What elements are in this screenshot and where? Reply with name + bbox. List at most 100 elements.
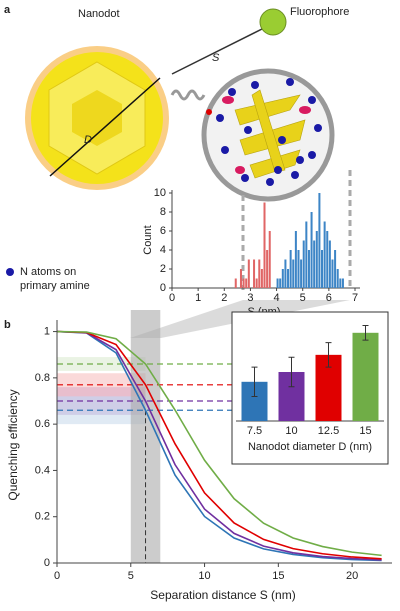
x-tick-label: 20	[346, 570, 358, 582]
x-tick-label: 3	[247, 292, 253, 304]
error-bar	[251, 366, 258, 397]
x-tick-label: 6	[326, 292, 332, 304]
y-tick-label: 2	[160, 263, 166, 275]
protein-helix	[222, 96, 311, 174]
y-axis-label: Quenching efficiency	[6, 389, 20, 500]
bar	[234, 278, 237, 288]
bar	[242, 278, 245, 288]
amine-atoms	[216, 78, 322, 186]
bar	[266, 250, 269, 288]
bar	[279, 278, 282, 288]
bar	[247, 259, 250, 288]
error-bar	[362, 324, 369, 341]
label: S	[212, 52, 220, 64]
bar	[336, 269, 339, 288]
y-tick-label: 10	[154, 187, 166, 199]
bar	[258, 259, 261, 288]
bar	[239, 269, 242, 288]
protein-ribbons	[234, 89, 306, 179]
x-axis-label: Nanodot diameter D (nm)	[248, 441, 372, 453]
x-tick-label: 12.5	[318, 425, 339, 437]
distance-line	[171, 25, 269, 75]
y-tick-label: 4	[160, 244, 166, 256]
attachment	[206, 109, 212, 115]
x-tick-label: 5	[300, 292, 306, 304]
x-tick-label: 10	[285, 425, 297, 437]
bar	[334, 250, 337, 288]
bar	[352, 332, 379, 421]
x-tick-label: 0	[169, 292, 175, 304]
y-tick-label: 0	[160, 282, 166, 294]
diameter-arrow	[49, 77, 161, 177]
bar	[284, 259, 287, 288]
x-tick-label: 5	[128, 570, 134, 582]
bar	[276, 278, 279, 288]
line	[56, 330, 382, 561]
y-axis-label: Count	[142, 225, 154, 254]
bar	[300, 259, 303, 288]
label: D	[84, 134, 92, 146]
bar	[268, 231, 271, 288]
bar	[328, 240, 331, 288]
x-tick-label: 7.5	[247, 425, 262, 437]
y-tick-label: 6	[160, 225, 166, 237]
bar	[294, 231, 297, 288]
bar	[313, 240, 316, 288]
bar	[292, 259, 295, 288]
bar	[289, 250, 292, 288]
label: Fluorophore	[290, 6, 349, 18]
error-bar	[325, 342, 332, 368]
y-tick-label: 8	[160, 206, 166, 218]
bar	[281, 269, 284, 288]
bar	[310, 212, 313, 288]
x-tick-label: 2	[221, 292, 227, 304]
bar	[339, 278, 342, 288]
x-tick-label: 7	[352, 292, 358, 304]
x-tick-label: 0	[54, 570, 60, 582]
y-tick-label: 0.2	[35, 511, 50, 523]
panel-label: b	[4, 319, 11, 331]
bar	[287, 269, 290, 288]
x-tick-label: 15	[272, 570, 284, 582]
y-tick-label: 0	[44, 557, 50, 569]
bar	[315, 231, 318, 288]
legend-text: primary amine	[20, 280, 90, 292]
bar	[253, 259, 256, 288]
y-tick-label: 0.8	[35, 372, 50, 384]
bar	[302, 240, 305, 288]
x-tick-label: 1	[195, 292, 201, 304]
x-tick-label: 10	[198, 570, 210, 582]
line	[56, 330, 382, 562]
x-tick-label: 4	[274, 292, 280, 304]
linker	[170, 89, 206, 101]
bar	[245, 278, 248, 288]
x-tick-label: 15	[359, 425, 371, 437]
bar	[255, 278, 258, 288]
nanodot-facet	[72, 90, 122, 146]
bar	[297, 250, 300, 288]
line	[56, 330, 382, 557]
bar	[326, 231, 329, 288]
panel-label: a	[4, 4, 11, 16]
bar	[323, 221, 326, 288]
y-tick-label: 0.4	[35, 464, 50, 476]
y-tick-label: 0.6	[35, 418, 50, 430]
bar	[331, 259, 334, 288]
bar	[263, 202, 266, 288]
bar	[318, 193, 321, 288]
y-tick-label: 1	[44, 325, 50, 337]
fluorophore	[259, 8, 287, 36]
error-bar	[288, 356, 295, 388]
legend-text: N atoms on	[20, 266, 76, 278]
x-axis-label: Separation distance S (nm)	[150, 588, 295, 602]
bar	[321, 250, 324, 288]
label: Nanodot	[78, 8, 120, 20]
legend-dot	[6, 268, 14, 276]
bar	[341, 278, 344, 288]
illustration	[6, 8, 352, 338]
bar	[305, 221, 308, 288]
bar	[307, 250, 310, 288]
line	[56, 330, 382, 560]
bar	[260, 269, 263, 288]
